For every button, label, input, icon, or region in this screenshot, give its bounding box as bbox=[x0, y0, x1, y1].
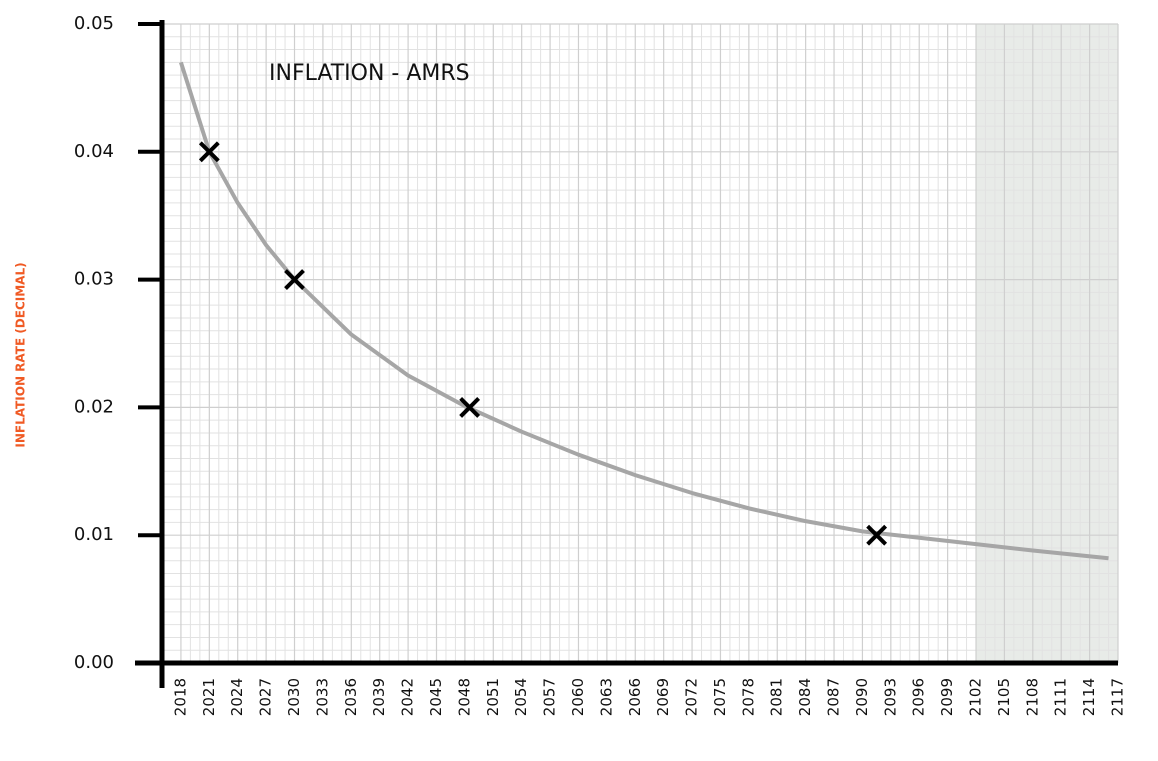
x-tick-label: 2078 bbox=[739, 678, 757, 716]
x-tick-label: 2063 bbox=[597, 678, 615, 716]
y-tick-label: 0.01 bbox=[74, 524, 114, 545]
x-tick-label: 2087 bbox=[825, 678, 843, 716]
x-tick-label: 2066 bbox=[626, 678, 644, 716]
x-tick-label: 2075 bbox=[711, 678, 729, 716]
y-axis-label: INFLATION RATE (DECIMAL) bbox=[14, 262, 28, 447]
x-tick-label: 2105 bbox=[995, 678, 1013, 716]
x-tick-label: 2051 bbox=[484, 678, 502, 716]
x-tick-label: 2069 bbox=[654, 678, 672, 716]
x-tick-label: 2039 bbox=[370, 678, 388, 716]
x-tick-label: 2096 bbox=[910, 678, 928, 716]
y-tick-label: 0.03 bbox=[74, 269, 114, 290]
x-tick-label: 2072 bbox=[683, 678, 701, 716]
y-tick-label: 0.00 bbox=[74, 652, 114, 673]
chart-title: INFLATION - AMRS bbox=[269, 61, 470, 86]
y-tick-label: 0.02 bbox=[74, 396, 114, 417]
x-tick-label: 2057 bbox=[541, 678, 559, 716]
x-tick-label: 2033 bbox=[313, 678, 331, 716]
cross-marker bbox=[459, 396, 481, 418]
x-tick-label: 2108 bbox=[1023, 678, 1041, 716]
x-tick-label: 2093 bbox=[881, 678, 899, 716]
x-tick-label: 2045 bbox=[427, 678, 445, 716]
x-tick-label: 2084 bbox=[796, 678, 814, 716]
x-tick-label: 2030 bbox=[285, 678, 303, 716]
x-tick-label: 2042 bbox=[399, 678, 417, 716]
x-tick-label: 2117 bbox=[1109, 678, 1127, 716]
curve bbox=[179, 61, 1109, 561]
x-tick-label: 2048 bbox=[455, 678, 473, 716]
x-tick-label: 2036 bbox=[342, 678, 360, 716]
x-tick-label: 2021 bbox=[200, 678, 218, 716]
x-tick-label: 2024 bbox=[228, 678, 246, 716]
x-tick-label: 2111 bbox=[1052, 678, 1070, 716]
cross-marker bbox=[866, 524, 888, 546]
x-tick-label: 2090 bbox=[853, 678, 871, 716]
cross-marker bbox=[198, 141, 220, 163]
background-layer bbox=[162, 23, 1119, 664]
cross-marker bbox=[284, 269, 305, 291]
x-tick-label: 2054 bbox=[512, 678, 530, 716]
x-tick-label: 2060 bbox=[569, 678, 587, 716]
x-tick-label: 2027 bbox=[257, 678, 275, 716]
x-tick-label: 2102 bbox=[967, 678, 985, 716]
x-tick-label: 2099 bbox=[938, 678, 956, 716]
x-tick-label: 2018 bbox=[171, 678, 189, 716]
y-tick-label: 0.05 bbox=[74, 13, 114, 34]
x-tick-label: 2114 bbox=[1080, 678, 1098, 716]
x-tick-label: 2081 bbox=[768, 678, 786, 716]
y-tick-label: 0.04 bbox=[74, 141, 114, 162]
